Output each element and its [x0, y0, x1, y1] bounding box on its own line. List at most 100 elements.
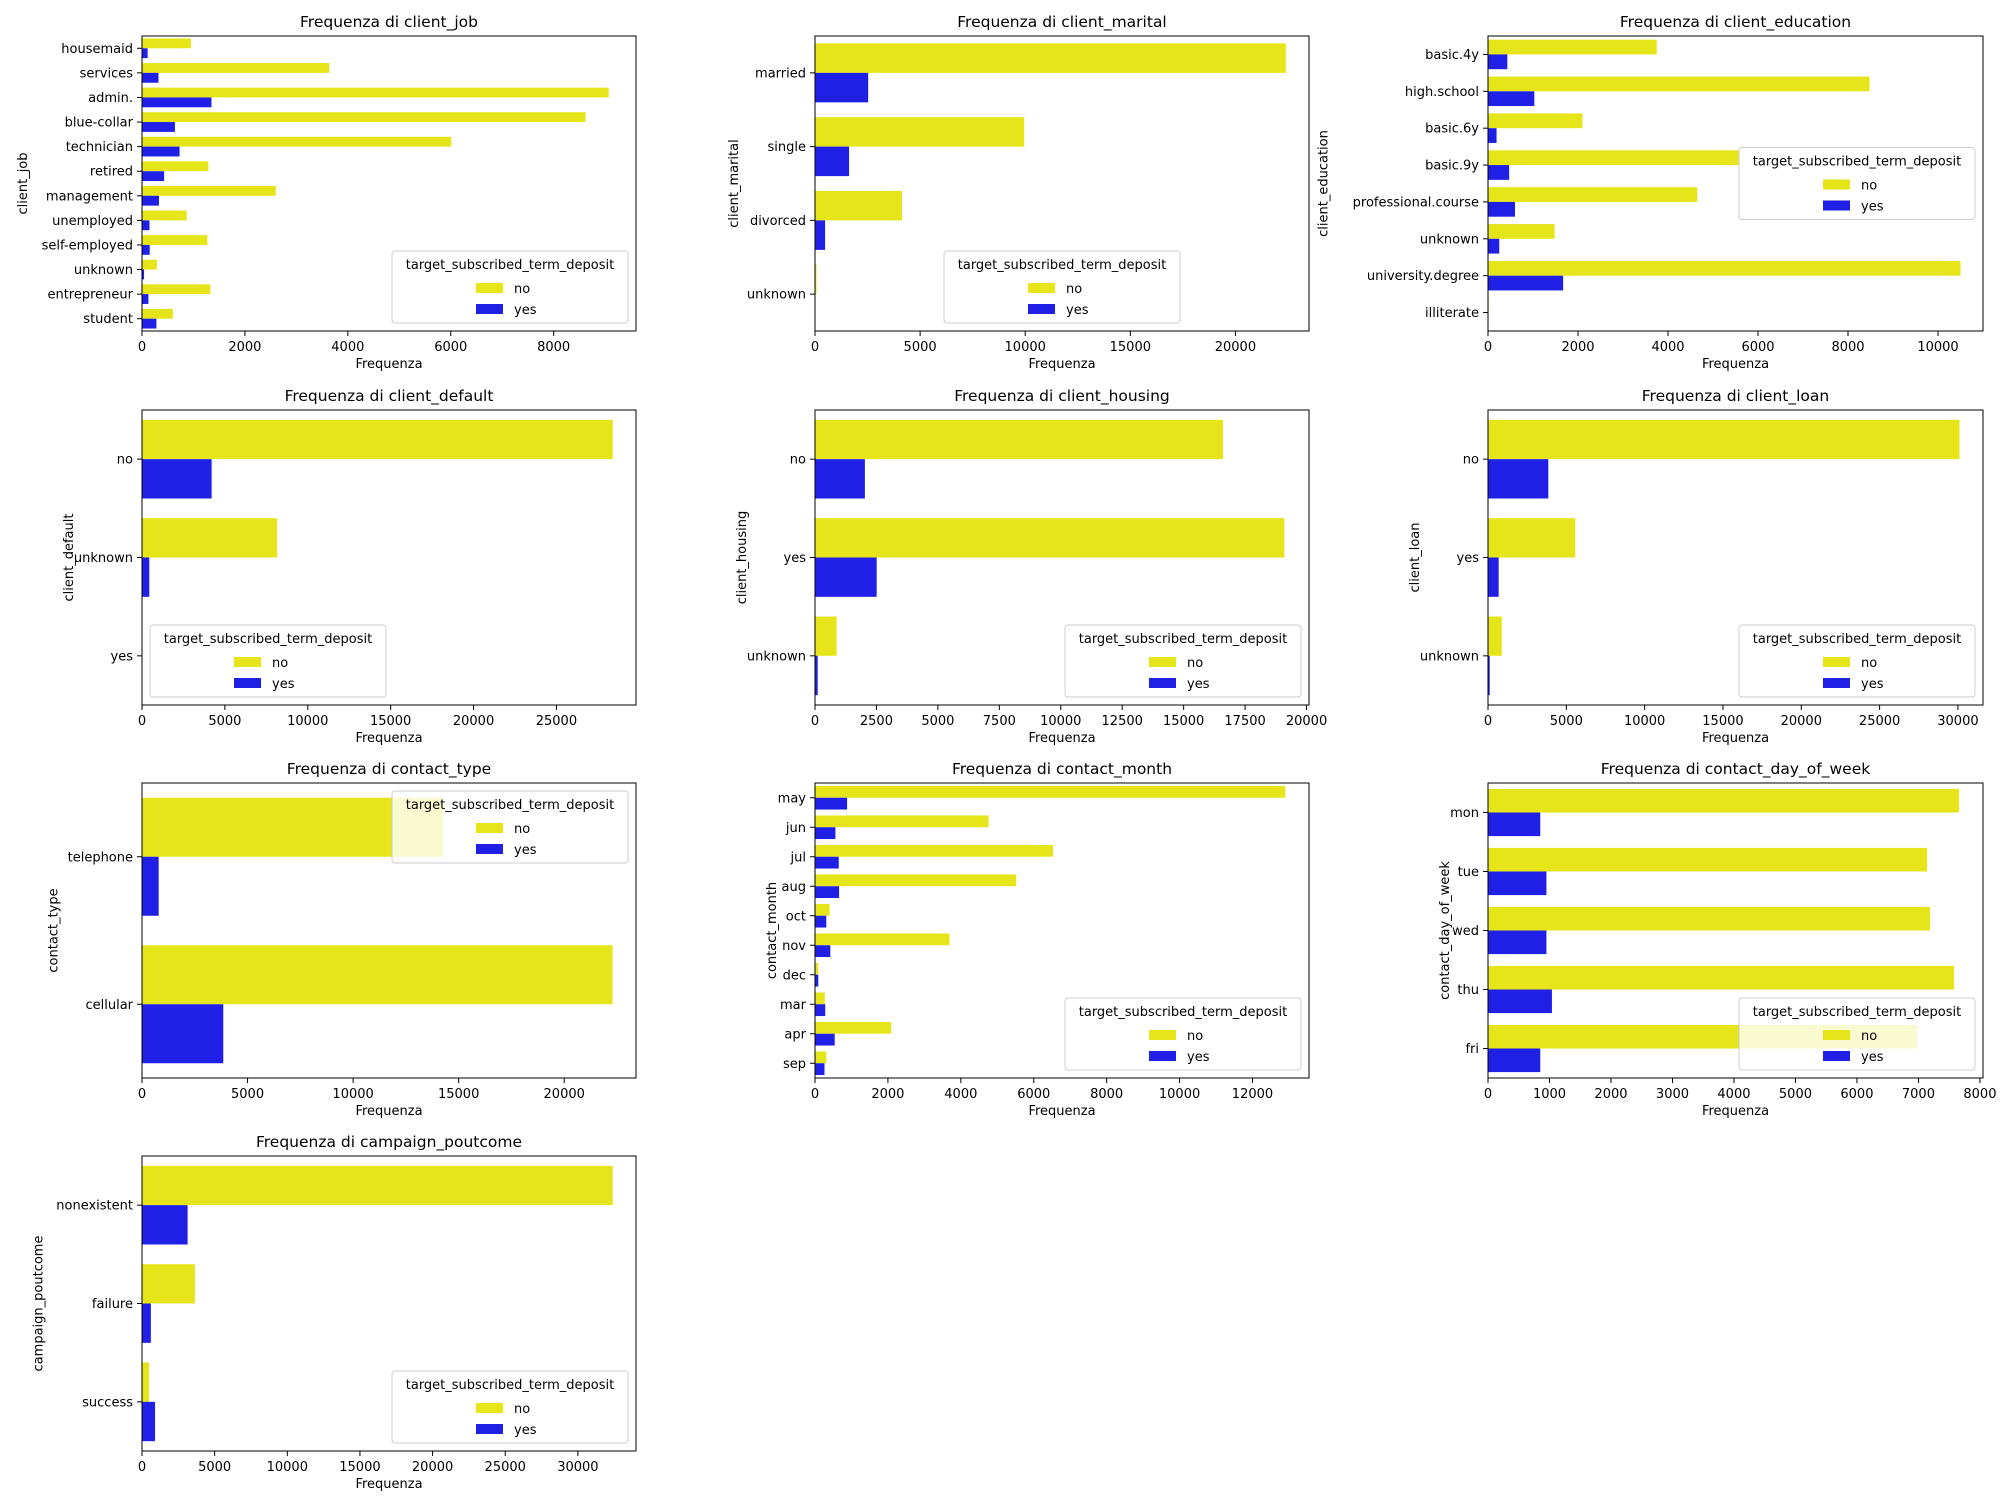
- x-tick-label: 10000: [1917, 340, 1958, 355]
- bar-yes-university.degree: [1488, 275, 1564, 291]
- bar-no-mon: [1488, 788, 1960, 813]
- x-tick-label: 10000: [332, 1087, 373, 1102]
- bar-yes-married: [815, 72, 869, 103]
- legend-swatch-no: [476, 823, 503, 833]
- x-tick-label: 5000: [1779, 1087, 1812, 1102]
- bar-no-unknown: [815, 264, 817, 295]
- legend-title: target_subscribed_term_deposit: [1079, 1005, 1287, 1020]
- bar-yes-retired: [142, 171, 165, 182]
- y-tick-label: may: [778, 791, 807, 806]
- legend-label-yes: yes: [1861, 200, 1884, 215]
- x-tick-label: 5000: [198, 1460, 231, 1475]
- x-tick-label: 0: [1484, 1087, 1492, 1102]
- x-tick-label: 7000: [1902, 1087, 1935, 1102]
- y-tick-label: unknown: [747, 649, 806, 664]
- bar-no-unknown: [1488, 224, 1555, 239]
- x-tick-label: 15000: [1702, 714, 1743, 729]
- y-tick-label: dec: [783, 968, 806, 983]
- x-tick-label: 12500: [1102, 714, 1143, 729]
- bar-yes-student: [142, 318, 157, 329]
- bar-no-yes: [815, 518, 1285, 558]
- legend-swatch-yes: [1823, 200, 1850, 211]
- x-tick-label: 20000: [1215, 340, 1256, 355]
- legend-swatch-yes: [1028, 304, 1055, 314]
- bar-yes-failure: [142, 1303, 151, 1343]
- x-tick-label: 5000: [1550, 714, 1583, 729]
- x-tick-label: 4000: [944, 1087, 977, 1102]
- bar-yes-telephone: [142, 856, 159, 916]
- bar-no-nov: [815, 933, 950, 946]
- y-tick-label: basic.6y: [1425, 122, 1479, 137]
- bar-yes-basic.9y: [1488, 165, 1510, 180]
- bar-yes-tue: [1488, 871, 1547, 896]
- bar-no-married: [815, 43, 1286, 73]
- legend-label-no: no: [1861, 1029, 1877, 1044]
- x-tick-label: 4000: [1717, 1087, 1750, 1102]
- x-axis-label: Frequenza: [1028, 731, 1095, 746]
- chart-panel-10: Frequenza di campaign_poutcome nonexisten…: [31, 1133, 637, 1492]
- bar-yes-admin.: [142, 97, 212, 108]
- bar-yes-technician: [142, 146, 180, 157]
- x-tick-label: 8000: [537, 340, 570, 355]
- y-tick-label: apr: [784, 1027, 806, 1042]
- y-tick-label: divorced: [750, 214, 806, 229]
- y-tick-label: unknown: [747, 288, 806, 303]
- bar-yes-dec: [815, 974, 819, 987]
- bar-yes-nonexistent: [142, 1205, 188, 1245]
- bar-yes-yes: [815, 557, 877, 597]
- legend-label-no: no: [1861, 179, 1877, 194]
- y-axis-label: client_education: [1317, 130, 1332, 237]
- bar-yes-blue-collar: [142, 122, 175, 132]
- legend-label-yes: yes: [514, 1423, 537, 1438]
- x-tick-label: 6000: [1840, 1087, 1873, 1102]
- y-tick-label: services: [80, 66, 134, 81]
- bar-yes-wed: [1488, 930, 1547, 955]
- x-tick-label: 15000: [339, 1460, 380, 1475]
- bar-no-unknown: [815, 616, 837, 656]
- bar-yes-oct: [815, 915, 827, 928]
- bar-no-management: [142, 185, 276, 196]
- bar-no-jun: [815, 815, 989, 828]
- bar-yes-success: [142, 1401, 156, 1442]
- bar-no-basic.4y: [1488, 39, 1657, 55]
- y-tick-label: tue: [1458, 865, 1479, 880]
- x-tick-label: 6000: [1017, 1087, 1050, 1102]
- y-tick-label: high.school: [1405, 85, 1479, 100]
- x-tick-label: 10000: [1159, 1087, 1200, 1102]
- y-tick-label: housemaid: [61, 42, 133, 57]
- y-axis-label: client_housing: [735, 511, 750, 605]
- y-axis-label: client_loan: [1408, 523, 1423, 593]
- y-tick-label: sep: [783, 1057, 806, 1072]
- legend-title: target_subscribed_term_deposit: [1753, 632, 1961, 647]
- x-axis-label: Frequenza: [355, 357, 422, 372]
- bar-yes-unknown: [142, 557, 150, 597]
- x-tick-label: 5000: [231, 1087, 264, 1102]
- legend-title: target_subscribed_term_deposit: [406, 1378, 614, 1393]
- x-tick-label: 10000: [267, 1460, 308, 1475]
- bar-no-no: [1488, 419, 1960, 460]
- bar-yes-mar: [815, 1004, 826, 1017]
- x-tick-label: 2000: [1594, 1087, 1627, 1102]
- y-axis-label: campaign_poutcome: [31, 1236, 46, 1372]
- y-tick-label: unemployed: [52, 214, 133, 229]
- bar-yes-nov: [815, 945, 831, 958]
- x-tick-label: 5000: [904, 340, 937, 355]
- y-tick-label: failure: [92, 1297, 133, 1312]
- y-tick-label: nonexistent: [56, 1199, 133, 1214]
- bar-no-no: [142, 419, 613, 460]
- bar-no-no: [815, 419, 1223, 460]
- y-tick-label: wed: [1452, 924, 1479, 939]
- x-axis-label: Frequenza: [355, 1477, 422, 1492]
- y-axis-label: client_job: [16, 152, 31, 214]
- x-axis-label: Frequenza: [1702, 1104, 1769, 1119]
- bar-no-aug: [815, 874, 1017, 887]
- bar-no-tue: [1488, 847, 1928, 872]
- axes-frame: [141, 35, 637, 332]
- x-tick-label: 0: [811, 340, 819, 355]
- chart-title: Frequenza di client_job: [300, 13, 478, 32]
